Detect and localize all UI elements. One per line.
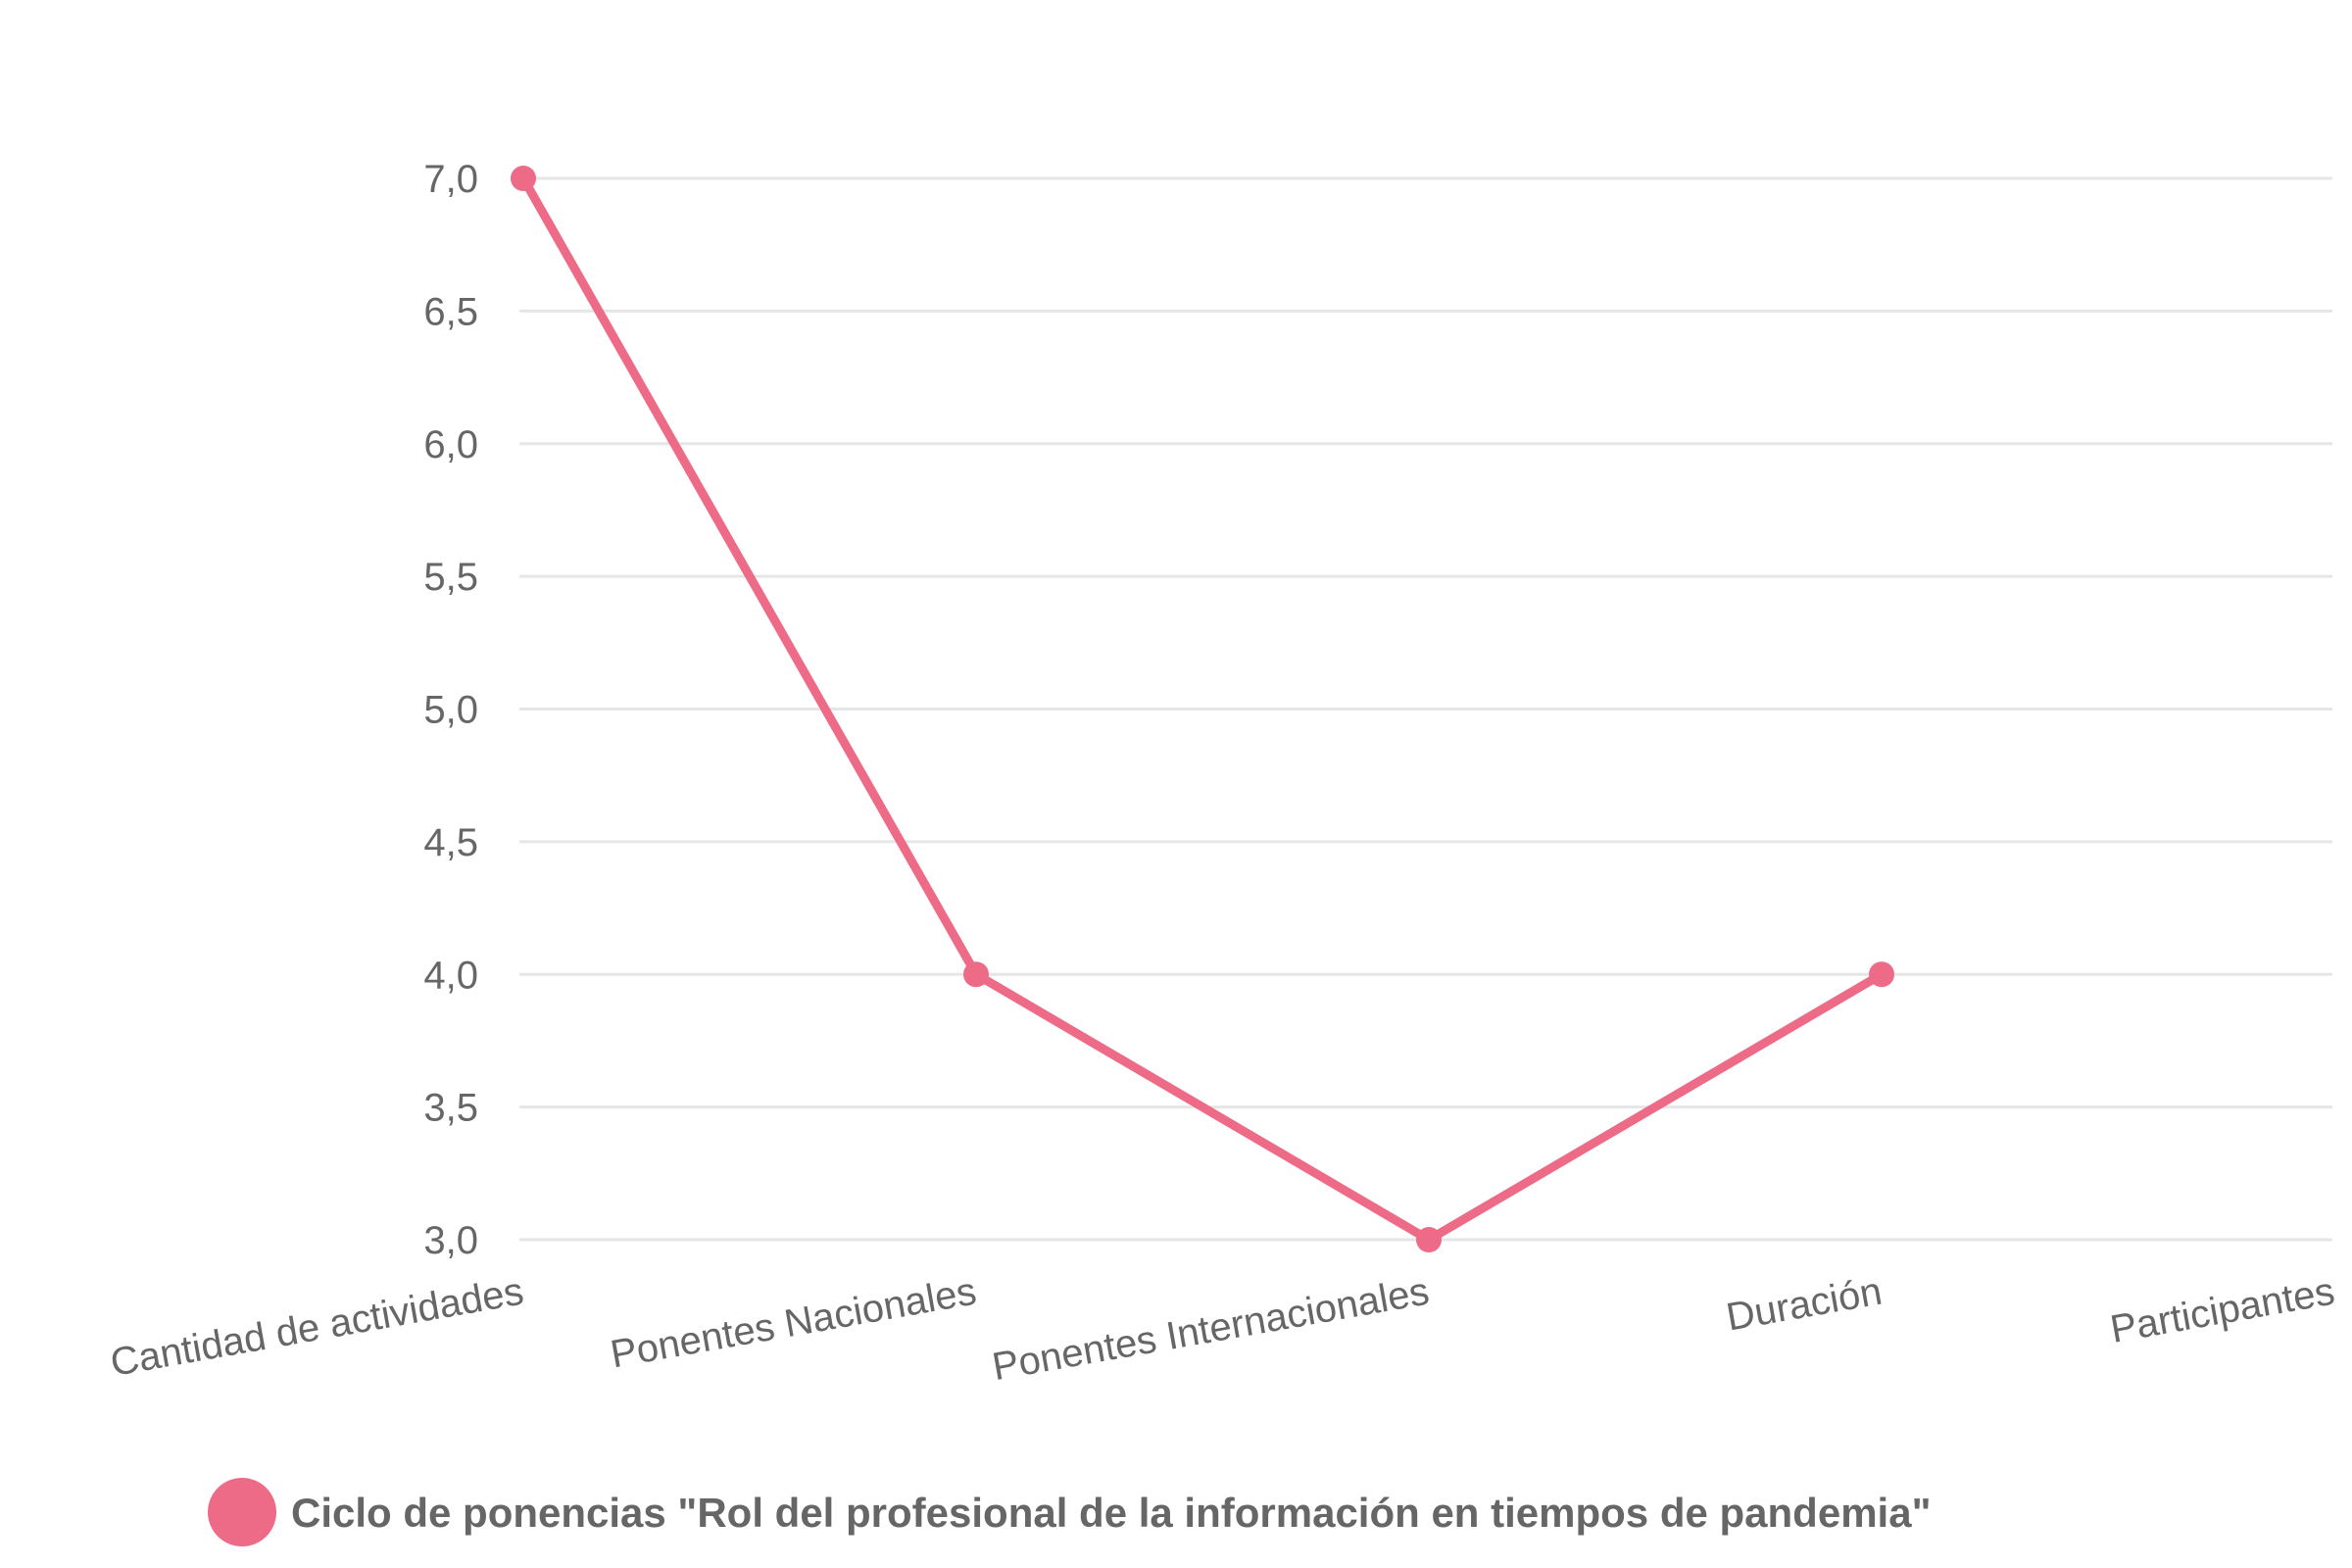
y-tick-label: 5,5 (423, 556, 478, 599)
data-point[interactable] (963, 961, 989, 988)
y-tick-label: 3,0 (423, 1219, 478, 1262)
y-tick-label: 6,0 (423, 423, 478, 466)
data-point[interactable] (511, 166, 536, 191)
y-tick-label: 4,0 (423, 954, 478, 997)
data-point[interactable] (1869, 961, 1894, 988)
y-tick-label: 6,5 (423, 290, 478, 333)
data-point[interactable] (1416, 1227, 1442, 1252)
y-tick-label: 3,5 (423, 1087, 478, 1130)
y-axis-ticks: 3,0 3,5 4,0 4,5 5,0 5,5 6,0 6,5 7,0 (423, 158, 478, 1262)
series-line (518, 173, 1886, 1245)
grid-lines (519, 176, 2332, 1242)
x-category-label: Cantidad de actividades (107, 1270, 526, 1385)
y-tick-label: 4,5 (423, 821, 478, 864)
series-layer (511, 166, 1894, 1252)
x-axis-categories: Cantidad de actividades Ponentes Nacional… (107, 1270, 2337, 1390)
x-category-label: Ponentes Internacionales (989, 1270, 1432, 1390)
x-category-label: Participantes (2107, 1270, 2337, 1351)
legend-marker (208, 1478, 276, 1546)
y-tick-label: 7,0 (423, 158, 478, 201)
x-category-label: Ponentes Nacionales (608, 1270, 980, 1377)
x-category-label: Duración (1723, 1270, 1885, 1340)
legend-label: Ciclo de ponencias "Rol del profesional … (291, 1490, 1931, 1536)
y-tick-label: 5,0 (423, 689, 478, 732)
legend[interactable]: Ciclo de ponencias "Rol del profesional … (208, 1478, 1931, 1546)
